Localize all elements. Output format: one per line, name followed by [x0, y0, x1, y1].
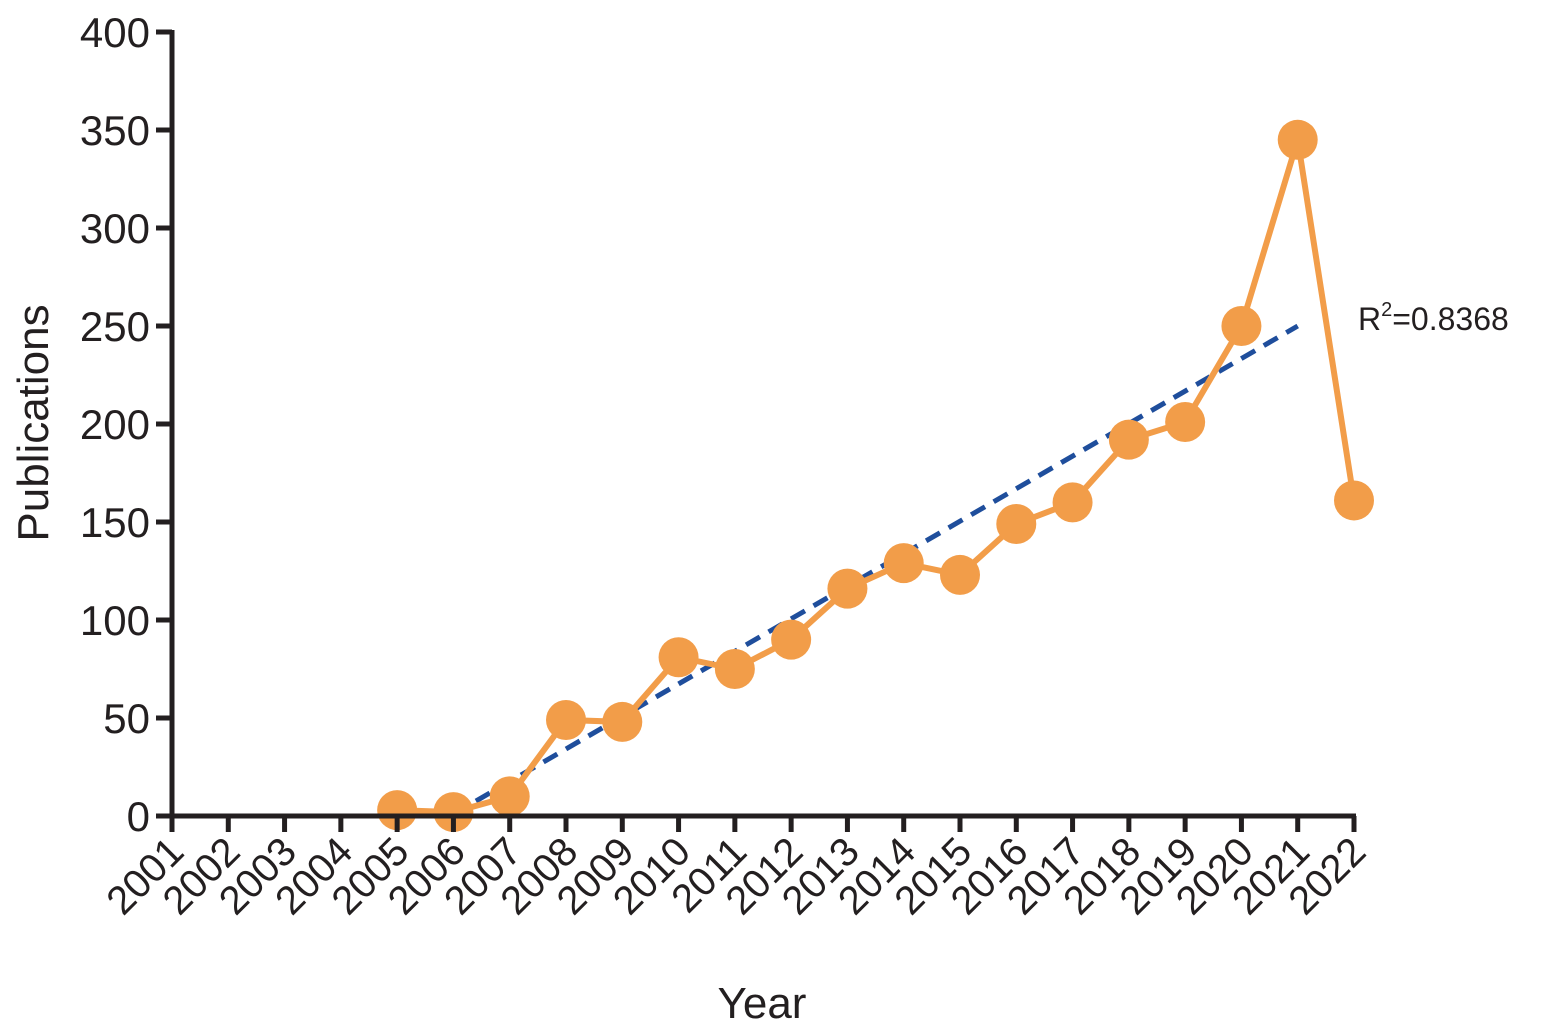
data-point [1221, 306, 1262, 346]
y-tick-label: 250 [80, 303, 150, 350]
data-point [714, 649, 755, 689]
data-point [658, 637, 699, 678]
data-point [771, 619, 812, 660]
y-tick-label: 50 [103, 695, 150, 742]
y-axis-title: Publications [9, 304, 58, 541]
x-axis-title: Year [718, 979, 807, 1026]
y-tick-label: 300 [80, 205, 150, 252]
data-point [940, 554, 980, 595]
data-point [1108, 419, 1149, 460]
y-tick-label: 200 [80, 401, 150, 448]
y-tick-label: 400 [80, 9, 150, 56]
r-squared-label: R2=0.8368 [1358, 299, 1509, 337]
data-point [1165, 402, 1206, 443]
data-point [827, 568, 868, 609]
data-point [1334, 480, 1374, 521]
y-tick-label: 100 [80, 597, 150, 644]
x-ticks: 2001200220032004200520062007200820092010… [98, 816, 1374, 923]
series-line [397, 138, 1357, 816]
r-squared-label-sup: 2 [1381, 299, 1392, 321]
trendline-layer [452, 323, 1299, 817]
data-point [1052, 482, 1093, 523]
data-point [489, 776, 530, 817]
data-point [377, 790, 418, 831]
data-point [602, 701, 643, 742]
data-point [546, 699, 586, 740]
y-ticks: 0 50 100 150 200 250 300 350 400 [80, 9, 172, 840]
r-squared-label-r: R [1358, 301, 1381, 337]
series-layer [377, 119, 1374, 833]
data-point [433, 792, 474, 833]
r-squared-label-value: =0.8368 [1392, 301, 1509, 337]
data-point [1277, 119, 1318, 160]
linear-trendline [452, 323, 1299, 817]
y-tick-label: 150 [80, 499, 150, 546]
data-point [996, 503, 1037, 544]
y-tick-label: 0 [127, 793, 150, 840]
data-point [883, 543, 924, 584]
y-tick-label: 350 [80, 107, 150, 154]
